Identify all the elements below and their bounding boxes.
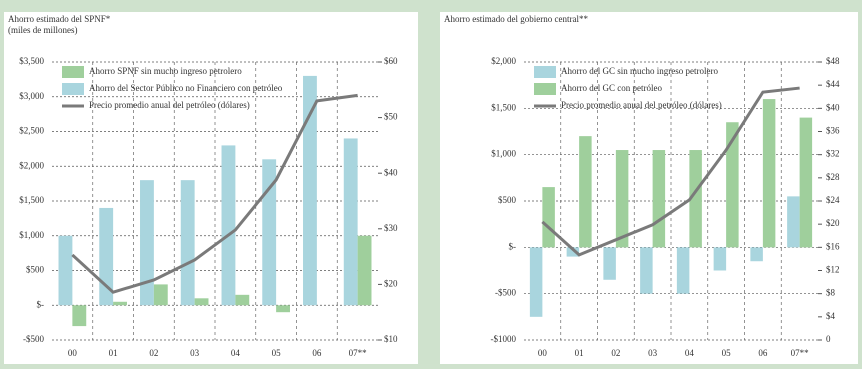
x-tick-label: 03 xyxy=(190,348,200,358)
bar xyxy=(579,136,592,248)
y-tick-label: $2,000 xyxy=(19,160,44,170)
y2-tick-label: $20 xyxy=(826,218,840,228)
bar xyxy=(799,117,813,248)
y-tick-label: $2,500 xyxy=(19,126,44,136)
y2-tick-label: $50 xyxy=(384,112,398,122)
y-tick-label: $3,000 xyxy=(19,91,44,101)
line-series xyxy=(71,93,358,294)
y2-tick-label: $24 xyxy=(826,195,840,205)
bar xyxy=(542,187,555,248)
bar xyxy=(72,305,87,327)
y-tick-label: $500 xyxy=(26,265,45,275)
bar xyxy=(153,284,168,306)
x-tick-label: 04 xyxy=(231,348,241,358)
x-tick-label: 02 xyxy=(611,348,620,358)
y-tick-label: -$500 xyxy=(23,334,44,344)
bar xyxy=(603,247,616,280)
y2-tick-label: $36 xyxy=(826,126,840,136)
bar xyxy=(762,99,776,248)
bar xyxy=(566,247,580,257)
y-tick-label: $1,000 xyxy=(19,230,44,240)
panel xyxy=(440,12,858,364)
legend-label: Ahorro del GC sin mucho ingreso petroler… xyxy=(561,66,718,76)
y2-tick-label: $16 xyxy=(826,241,840,251)
y-tick-label: $1,500 xyxy=(19,195,44,205)
y2-tick-label: $12 xyxy=(826,265,840,275)
bar xyxy=(652,150,666,248)
y-tick-label: -$1000 xyxy=(491,334,517,344)
y-tick-label: $1,500 xyxy=(491,102,516,112)
y-tick-label: $3,500 xyxy=(19,56,44,66)
line-series xyxy=(541,86,800,257)
y2-tick-label: $8 xyxy=(826,288,836,298)
y2-tick-label: $44 xyxy=(826,79,840,89)
y2-tick-label: $30 xyxy=(384,223,398,233)
bar xyxy=(113,301,127,306)
x-tick-label: 05 xyxy=(272,348,282,358)
y2-tick-label: $32 xyxy=(826,149,840,159)
x-tick-label: 00 xyxy=(68,348,78,358)
y2-tick-label: $10 xyxy=(384,334,398,344)
y-tick-label: $1,000 xyxy=(491,149,516,159)
bar xyxy=(615,150,629,248)
bar xyxy=(726,122,739,248)
y-tick-label: $2,000 xyxy=(491,56,516,66)
x-tick-label: 05 xyxy=(722,348,732,358)
bar xyxy=(262,159,277,306)
bar xyxy=(713,247,727,271)
legend-swatch xyxy=(534,66,556,78)
x-tick-label: 01 xyxy=(575,348,584,358)
x-tick-label: 06 xyxy=(312,348,322,358)
bar xyxy=(640,247,653,294)
y2-tick-label: $28 xyxy=(826,172,840,182)
y-tick-label: $- xyxy=(509,241,517,251)
bar xyxy=(343,138,358,306)
bar xyxy=(750,247,763,262)
x-tick-label: 04 xyxy=(685,348,695,358)
bar xyxy=(221,145,236,306)
y2-tick-label: $40 xyxy=(384,167,398,177)
chart-title: Ahorro estimado del SPNF* xyxy=(8,14,111,24)
y-tick-label: -$500 xyxy=(495,288,516,298)
legend-swatch xyxy=(62,66,84,78)
x-tick-label: 07** xyxy=(349,348,368,358)
bar xyxy=(235,294,250,306)
legend-label: Ahorro del Sector Público no Financiero … xyxy=(89,83,283,93)
y2-tick-label: 0 xyxy=(826,334,831,344)
legend-swatch xyxy=(62,83,84,95)
bar xyxy=(303,75,317,306)
legend-label: Ahorro SPNF sin mucho ingreso petrolero xyxy=(89,66,242,76)
chart-subtitle: (miles de millones) xyxy=(8,25,78,35)
legend-label: Precio promedio anual del petróleo (dóla… xyxy=(561,100,722,110)
bar xyxy=(529,247,543,317)
bar xyxy=(689,150,702,248)
x-tick-label: 06 xyxy=(758,348,768,358)
y2-tick-label: $4 xyxy=(826,311,836,321)
bar xyxy=(140,180,154,306)
bar xyxy=(58,235,73,306)
bar xyxy=(357,235,372,306)
legend-label: Ahorro del GC con petróleo xyxy=(561,83,662,93)
legend-swatch xyxy=(534,83,556,95)
y2-tick-label: $48 xyxy=(826,56,840,66)
bar xyxy=(180,180,195,306)
legend-label: Precio promedio anual del petróleo (dóla… xyxy=(89,100,250,110)
chart-title: Ahorro estimado del gobierno central** xyxy=(444,14,588,24)
bar xyxy=(676,247,690,294)
y2-tick-label: $60 xyxy=(384,56,398,66)
x-tick-label: 07** xyxy=(791,348,810,358)
x-tick-label: 00 xyxy=(538,348,548,358)
y-tick-label: $500 xyxy=(498,195,517,205)
y2-tick-label: $40 xyxy=(826,102,840,112)
x-tick-label: 02 xyxy=(149,348,158,358)
bar xyxy=(194,298,209,306)
y2-tick-label: $20 xyxy=(384,278,398,288)
y-tick-label: $- xyxy=(37,299,45,309)
bar xyxy=(276,305,290,313)
x-tick-label: 01 xyxy=(109,348,118,358)
bar xyxy=(787,196,800,248)
x-tick-label: 03 xyxy=(648,348,658,358)
